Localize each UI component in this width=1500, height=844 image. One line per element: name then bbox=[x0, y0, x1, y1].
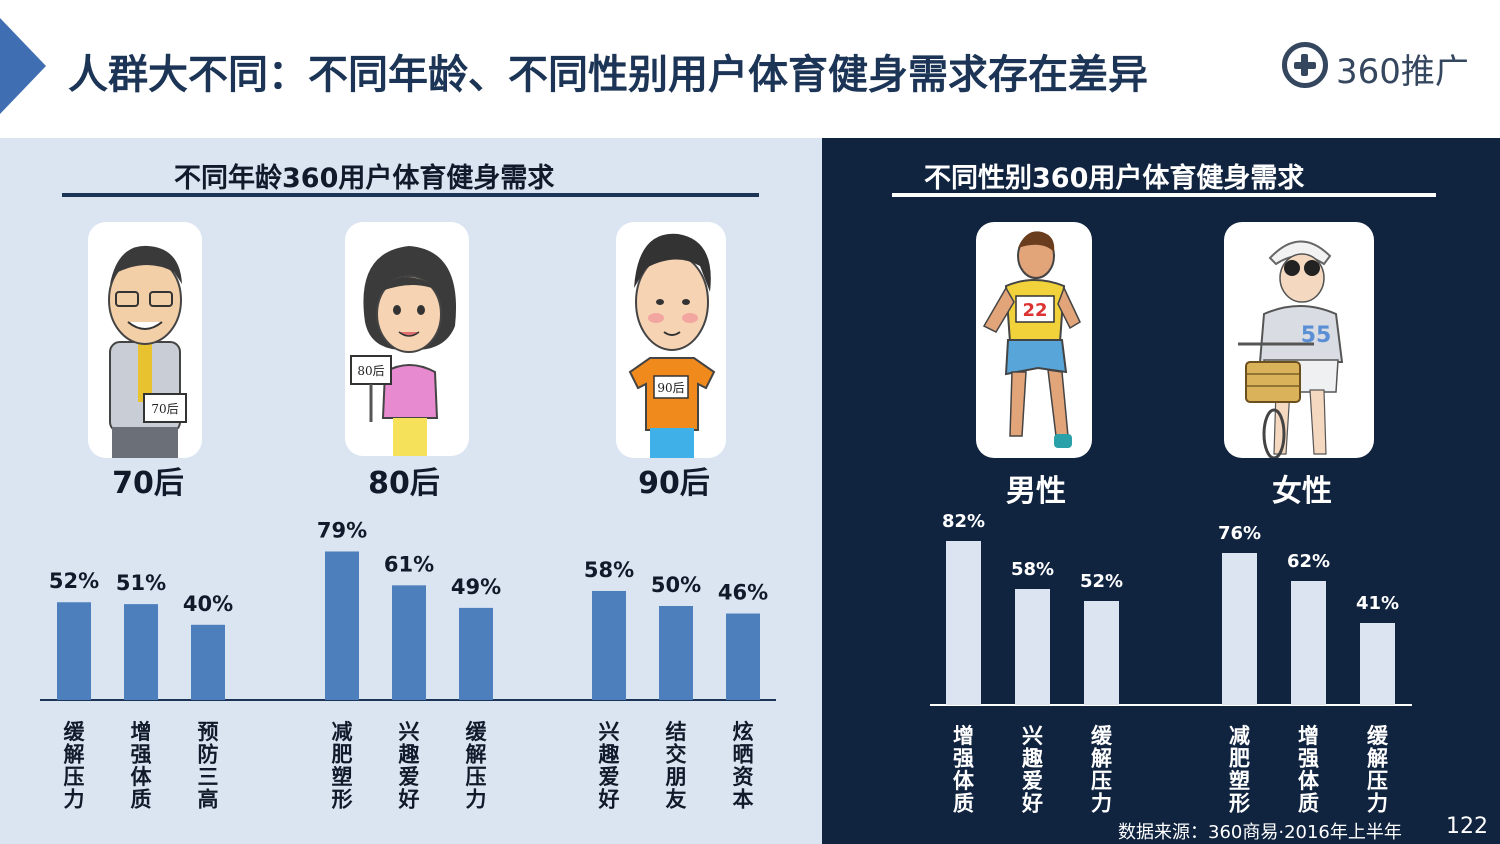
logo-plus-bar-vertical bbox=[1301, 54, 1308, 76]
category-label-1-1-2: 缓解压力 bbox=[1367, 724, 1389, 816]
brand-logo: 360推广 bbox=[1282, 42, 1482, 92]
bar-1-1-0 bbox=[1222, 553, 1257, 705]
category-label-0-1-2: 缓解压力 bbox=[466, 720, 488, 812]
age-section-underline bbox=[62, 193, 759, 197]
bar-0-1-2 bbox=[459, 607, 493, 700]
avatar-70s-badge: 70后 bbox=[151, 402, 178, 416]
bar-1-0-0 bbox=[946, 541, 981, 705]
slide-header: 人群大不同：不同年龄、不同性别用户体育健身需求存在差异 360推广 bbox=[0, 0, 1500, 138]
bar-1-0-1 bbox=[1015, 589, 1050, 705]
bar-value-label-1-1-2: 41% bbox=[1356, 593, 1399, 614]
bar-value-label-0-2-2: 46% bbox=[718, 581, 768, 605]
avatar-80s-woman: 80后 bbox=[345, 222, 469, 456]
group-label-male: 男性 bbox=[1006, 474, 1066, 509]
group-label-80s: 80后 bbox=[368, 466, 440, 501]
age-section-title: 不同年龄360用户体育健身需求 bbox=[174, 163, 555, 194]
category-label-1-0-0: 增强体质 bbox=[953, 724, 975, 816]
bar-value-label-0-2-0: 58% bbox=[584, 558, 634, 582]
bar-value-label-0-1-0: 79% bbox=[317, 518, 367, 542]
group-label-female: 女性 bbox=[1272, 474, 1332, 509]
bar-value-label-1-0-1: 58% bbox=[1011, 559, 1054, 580]
bar-1-0-2 bbox=[1084, 601, 1119, 705]
group-label-70s: 70后 bbox=[112, 466, 184, 501]
bar-value-label-1-0-2: 52% bbox=[1080, 571, 1123, 592]
bar-value-label-0-0-0: 52% bbox=[49, 569, 99, 593]
bar-0-2-2 bbox=[726, 613, 760, 700]
bar-0-0-1 bbox=[124, 604, 158, 700]
category-label-1-0-2: 缓解压力 bbox=[1091, 724, 1113, 816]
avatar-female-badge: 55 bbox=[1301, 323, 1332, 348]
bar-0-0-0 bbox=[57, 602, 91, 700]
avatar-90s-badge: 90后 bbox=[657, 381, 684, 395]
category-label-0-2-1: 结交朋友 bbox=[666, 720, 687, 812]
gender-section-underline bbox=[892, 193, 1436, 197]
bar-value-label-0-1-1: 61% bbox=[384, 552, 434, 576]
avatar-female-cyclist: 55 bbox=[1224, 222, 1374, 458]
avatar-male-runner: 22 bbox=[976, 222, 1092, 458]
gender-panel bbox=[822, 138, 1500, 844]
logo-plus-icon bbox=[1282, 42, 1328, 88]
group-label-90s: 90后 bbox=[638, 466, 710, 501]
header-arrow-decoration bbox=[0, 18, 46, 114]
bar-0-1-1 bbox=[392, 585, 426, 700]
avatar-70s-man: 70后 bbox=[88, 222, 202, 458]
category-label-0-0-0: 缓解压力 bbox=[64, 720, 86, 812]
bar-value-label-0-0-1: 51% bbox=[116, 571, 166, 595]
category-label-0-1-0: 减肥塑形 bbox=[332, 720, 353, 812]
bar-0-2-0 bbox=[592, 590, 626, 700]
bar-value-label-1-1-1: 62% bbox=[1287, 551, 1330, 572]
logo-text: 360推广 bbox=[1336, 52, 1469, 92]
bar-0-2-1 bbox=[659, 606, 693, 700]
category-label-0-0-2: 预防三高 bbox=[198, 720, 219, 812]
bar-value-label-1-1-0: 76% bbox=[1218, 523, 1261, 544]
bar-0-1-0 bbox=[325, 551, 359, 700]
bar-value-label-0-0-2: 40% bbox=[183, 592, 233, 616]
bar-1-1-1 bbox=[1291, 581, 1326, 705]
category-label-0-0-1: 增强体质 bbox=[131, 720, 153, 812]
avatar-90s-boy: 90后 bbox=[616, 222, 726, 458]
category-label-1-1-0: 减肥塑形 bbox=[1229, 724, 1250, 816]
category-label-1-1-1: 增强体质 bbox=[1298, 724, 1320, 816]
data-source-note: 数据来源：360商易·2016年上半年 bbox=[1118, 822, 1402, 843]
bar-value-label-0-1-2: 49% bbox=[451, 575, 501, 599]
bar-value-label-1-0-0: 82% bbox=[942, 511, 985, 532]
category-label-1-0-1: 兴趣爱好 bbox=[1021, 724, 1044, 816]
bar-value-label-0-2-1: 50% bbox=[651, 573, 701, 597]
bar-0-0-2 bbox=[191, 624, 225, 700]
avatar-male-badge: 22 bbox=[1022, 300, 1047, 321]
avatar-80s-badge: 80后 bbox=[357, 364, 384, 378]
gender-section-title: 不同性别360用户体育健身需求 bbox=[924, 163, 1305, 194]
page-number: 122 bbox=[1446, 814, 1488, 839]
category-label-0-1-1: 兴趣爱好 bbox=[398, 720, 421, 812]
category-label-0-2-0: 兴趣爱好 bbox=[598, 720, 621, 812]
category-label-0-2-2: 炫晒资本 bbox=[733, 720, 754, 812]
bar-1-1-2 bbox=[1360, 623, 1395, 705]
page-title: 人群大不同：不同年龄、不同性别用户体育健身需求存在差异 bbox=[68, 52, 1148, 98]
